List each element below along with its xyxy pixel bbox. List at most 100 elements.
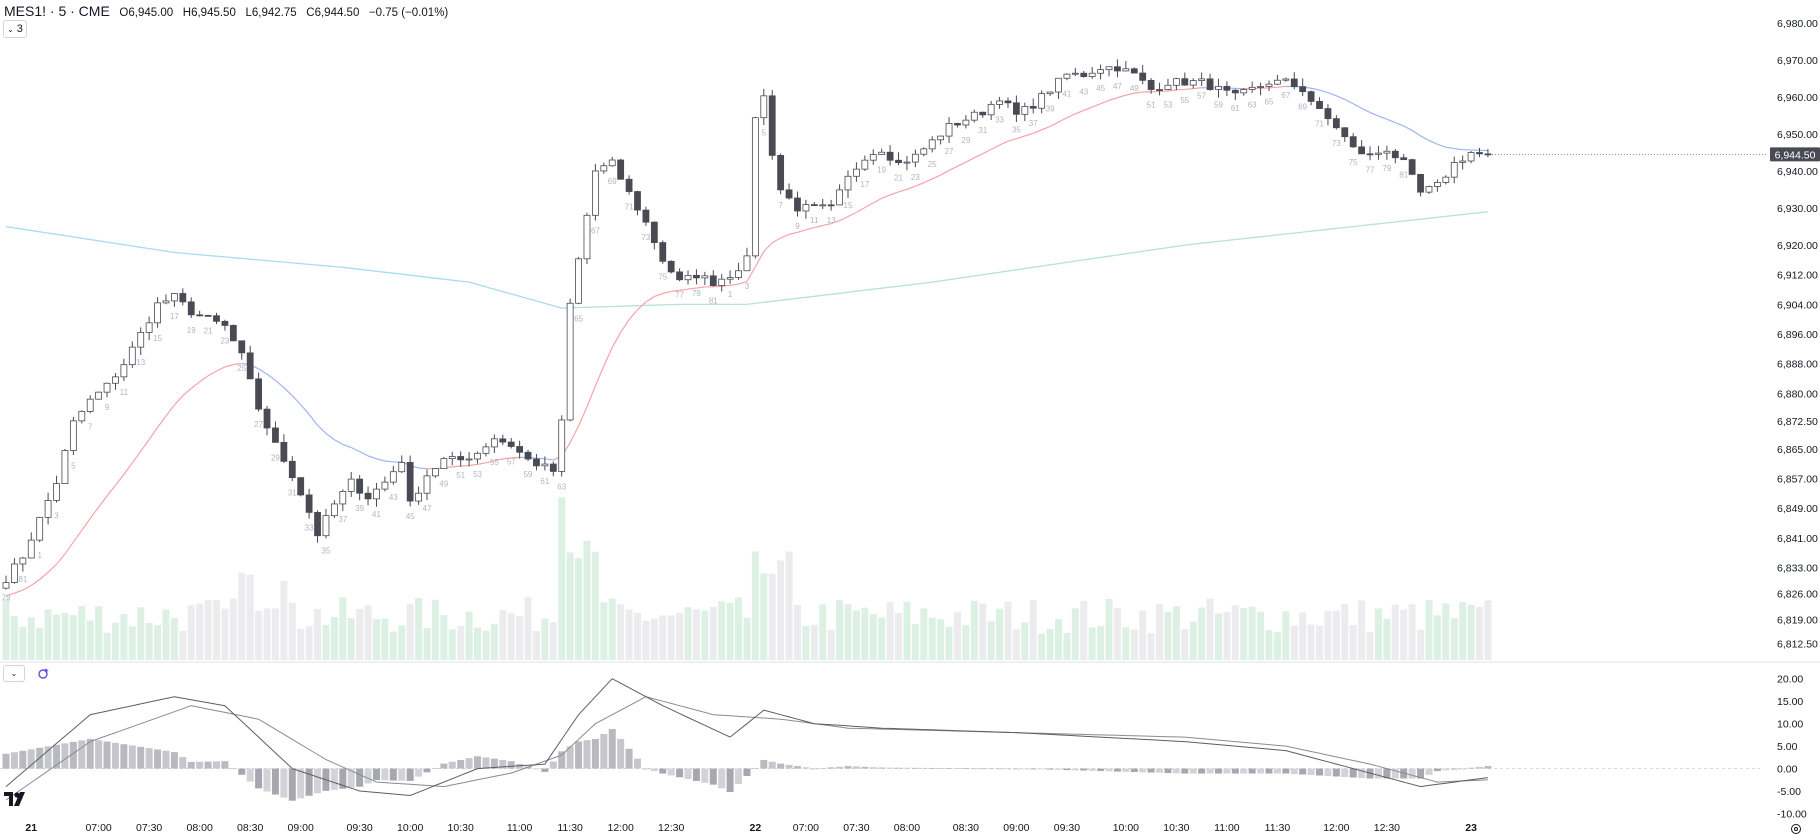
candle-body (399, 462, 405, 471)
bar-count-label: 75 (1349, 158, 1358, 167)
bar-count-label: 5 (71, 461, 76, 470)
macd-histogram-bar (937, 768, 944, 769)
fast-ema-segment (949, 166, 957, 170)
slow-ma-line (6, 227, 570, 309)
candle-body (1468, 152, 1474, 161)
candle-body (567, 303, 573, 420)
bar-count-label: 33 (305, 523, 314, 532)
bar-count-label: 43 (1079, 88, 1088, 97)
fast-ema-segment (99, 496, 107, 507)
bar-count-label: 13 (136, 358, 145, 367)
macd-histogram-bar (146, 748, 153, 768)
fast-ema-segment (1025, 133, 1033, 135)
volume-bar (297, 629, 304, 660)
time-axis-tick: 10:30 (1163, 822, 1189, 834)
collapse-pane-button[interactable]: ⌄ (3, 665, 25, 682)
fast-ema-segment (343, 444, 351, 447)
candle-body (424, 476, 430, 493)
macd-histogram-bar (541, 769, 548, 772)
macd-histogram-bar (710, 769, 717, 785)
macd-histogram-bar (162, 751, 169, 769)
fast-ema-segment (932, 175, 940, 179)
volume-bar (3, 599, 10, 660)
macd-histogram-bar (1282, 769, 1289, 774)
macd-histogram-bar (474, 756, 481, 768)
macd-histogram-bar (895, 768, 902, 769)
bar-count-label: 63 (1248, 101, 1257, 110)
candle-body (1140, 73, 1146, 80)
volume-bar (1299, 612, 1306, 660)
price-axis-tick: 6,960.00 (1777, 92, 1818, 104)
macd-histogram-bar (1341, 769, 1348, 777)
candle-body (129, 347, 135, 365)
fast-ema-segment (1412, 130, 1420, 136)
volume-bar (1004, 602, 1011, 660)
fast-ema-segment (1126, 93, 1134, 95)
volume-bar (1257, 612, 1264, 660)
fast-ema-segment (1378, 116, 1386, 119)
volume-bar (567, 552, 574, 660)
fast-ema-segment (899, 189, 907, 192)
fast-ema-segment (73, 530, 81, 542)
macd-histogram-bar (129, 746, 136, 769)
volume-bar (777, 560, 784, 660)
fast-ema-segment (1387, 119, 1395, 122)
fast-ema-segment (1404, 126, 1412, 130)
volume-bar (78, 606, 85, 660)
macd-axis-tick: -10.00 (1777, 809, 1807, 821)
volume-bar (1240, 608, 1247, 660)
refresh-icon[interactable] (37, 667, 49, 679)
macd-histogram-bar (617, 739, 624, 769)
candle-body (11, 564, 17, 583)
candle-body (1317, 101, 1323, 108)
bar-count-label: 11 (810, 216, 819, 225)
volume-bar (19, 627, 26, 660)
volume-bar (112, 623, 119, 660)
macd-histogram-bar (979, 768, 986, 769)
bar-count-label: 49 (439, 480, 448, 489)
fast-ema-segment (284, 388, 292, 396)
time-axis-tick: 11:00 (507, 822, 533, 834)
volume-bar (339, 597, 346, 660)
time-axis-tick: 08:30 (237, 822, 263, 834)
candle-body (719, 279, 725, 285)
symbol-title[interactable]: MES1! · 5 · CME (4, 3, 110, 19)
indicators-toggle-button[interactable]: ⌄ 3 (3, 20, 27, 38)
settings-icon[interactable] (1790, 822, 1802, 834)
volume-bar (1350, 625, 1357, 660)
macd-histogram-bar (137, 747, 144, 769)
time-axis-tick: 08:00 (187, 822, 213, 834)
price-axis-tick: 6,912.00 (1777, 270, 1818, 282)
bar-count-label: 5 (762, 129, 767, 138)
bar-count-label: 45 (1096, 84, 1105, 93)
volume-bar (415, 598, 422, 660)
fast-ema-segment (478, 463, 486, 465)
macd-histogram-bar (1072, 769, 1079, 771)
candle-body (197, 315, 203, 316)
fast-ema-segment (890, 192, 898, 195)
candle-body (348, 479, 354, 491)
macd-histogram-bar (988, 768, 995, 769)
time-axis-tick: 12:30 (658, 822, 684, 834)
volume-bar (668, 616, 675, 660)
bar-count-label: 77 (1366, 165, 1375, 174)
indicators-count: 3 (17, 23, 23, 35)
volume-bar (895, 613, 902, 660)
macd-histogram-bar (1350, 769, 1357, 778)
macd-histogram-bar (1139, 769, 1146, 773)
fast-ema-segment (1008, 139, 1016, 141)
time-axis-tick: 09:00 (1003, 822, 1029, 834)
volume-bar (289, 603, 296, 660)
candle-body (373, 489, 379, 499)
time-axis-tick: 08:30 (953, 822, 979, 834)
fast-ema-segment (166, 405, 174, 416)
fast-ema-segment (1421, 136, 1429, 141)
volume-bar (331, 617, 338, 660)
macd-histogram-bar (1215, 769, 1222, 774)
macd-histogram-bar (1291, 769, 1298, 774)
candle-body (980, 112, 986, 115)
candle-body (693, 275, 699, 278)
fast-ema-segment (158, 416, 166, 427)
fast-ema-segment (1059, 118, 1067, 122)
